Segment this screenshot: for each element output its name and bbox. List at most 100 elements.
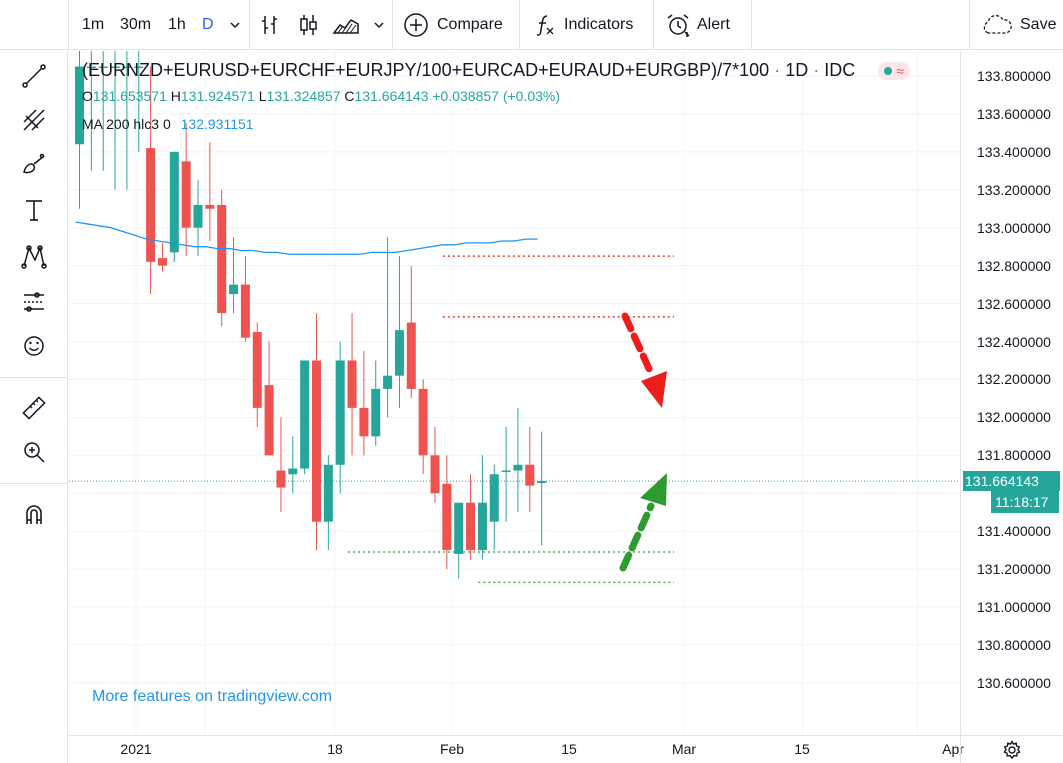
candle-body — [418, 388, 428, 456]
price-tick-label: 133.200000 — [977, 181, 1051, 198]
save-button[interactable]: Save — [980, 0, 1056, 50]
compare-button[interactable]: Compare — [403, 0, 503, 50]
pattern-icon — [21, 245, 47, 269]
price-tick-label: 132.400000 — [977, 333, 1051, 350]
close-key: C — [344, 88, 355, 104]
price-tick-label: 131.800000 — [977, 447, 1051, 464]
candle-body — [169, 151, 179, 253]
trend-line-icon — [22, 64, 46, 88]
pattern-tool[interactable] — [14, 238, 54, 274]
candle — [134, 51, 144, 152]
indicators-button[interactable]: Indicators — [533, 0, 633, 50]
candle — [240, 256, 250, 342]
time-tick-label: 18 — [327, 741, 343, 757]
toolbar-divider — [249, 0, 250, 50]
toolbar-divider — [969, 0, 970, 50]
bar-style-button[interactable] — [258, 0, 282, 50]
prediction-tool[interactable] — [14, 284, 54, 320]
left-toolbar-divider — [0, 377, 68, 378]
time-scale[interactable]: 2021 18 Feb 15 Mar 15 Apr — [69, 735, 964, 763]
measure-tool[interactable] — [14, 390, 54, 426]
candle — [430, 426, 440, 503]
candle — [489, 464, 499, 551]
price-tick-label: 133.800000 — [977, 68, 1051, 84]
alert-button[interactable]: Alert — [665, 0, 730, 50]
candles-style-button[interactable] — [296, 0, 320, 50]
interval-1m[interactable]: 1m — [82, 16, 105, 33]
candle-body — [394, 330, 404, 376]
last-price-badge: 131.664143 — [963, 471, 1060, 492]
ma-label: MA 200 hlc3 0 — [82, 116, 171, 132]
price-tick-label: 132.200000 — [977, 371, 1051, 388]
save-label: Save — [1020, 16, 1057, 33]
toolbar-divider — [653, 0, 654, 50]
legend-symbol[interactable]: (EURNZD+EURUSD+EURCHF+EURJPY/100+EURCAD+… — [82, 60, 770, 80]
annotation-arrows — [619, 312, 667, 572]
candle-body — [122, 66, 132, 69]
candle — [312, 313, 321, 551]
candle — [264, 341, 274, 456]
price-scale[interactable]: 133.800000 133.600000 133.400000 133.200000… — [960, 51, 1063, 735]
interval-dropdown[interactable] — [228, 0, 242, 50]
price-tick-label: 131.200000 — [977, 561, 1051, 578]
fib-tool[interactable] — [14, 102, 54, 138]
trend-line-tool[interactable] — [14, 58, 54, 94]
candle-body — [406, 322, 416, 389]
smiley-icon — [24, 336, 44, 356]
chart-style-dropdown[interactable] — [372, 0, 386, 50]
interval-1h[interactable]: 1h — [168, 16, 186, 33]
legend-ma-row[interactable]: MA 200 hlc3 0 132.931151 — [82, 116, 254, 132]
interval-d[interactable]: D — [202, 16, 214, 33]
open-key: O — [82, 88, 93, 104]
low-value: 131.324857 — [266, 88, 341, 104]
candle-body — [264, 385, 274, 456]
candle — [347, 313, 357, 456]
toolbar-divider — [751, 0, 752, 50]
candle-body — [477, 502, 487, 551]
legend-interval: 1D — [785, 60, 809, 80]
candle-body — [525, 464, 535, 486]
chart-settings-button[interactable] — [960, 735, 1063, 763]
left-toolbar-divider-2 — [0, 483, 68, 484]
candle — [193, 180, 203, 257]
candle-body — [537, 481, 547, 483]
price-tick-label: 132.000000 — [977, 409, 1051, 426]
brush-tool[interactable] — [14, 146, 54, 182]
indicators-label: Indicators — [564, 16, 634, 33]
candle-body — [335, 360, 345, 465]
candle-body — [312, 360, 321, 522]
candle-body — [300, 360, 310, 469]
candle-body — [181, 161, 191, 228]
text-tool[interactable] — [14, 192, 54, 228]
function-icon — [536, 15, 554, 36]
icons-tool[interactable] — [14, 328, 54, 364]
candle — [466, 474, 476, 560]
candles-icon — [300, 15, 317, 35]
candle — [98, 51, 108, 171]
price-chart[interactable] — [69, 51, 960, 735]
candle-body — [442, 483, 452, 551]
area-style-button[interactable] — [332, 0, 360, 50]
magnet-tool[interactable] — [14, 496, 54, 532]
legend-ohlc-row: O131.653571 H131.924571 L131.324857 C131… — [82, 88, 560, 104]
candle-body — [146, 148, 156, 262]
candle — [359, 350, 369, 456]
legend-title-row[interactable]: (EURNZD+EURUSD+EURCHF+EURJPY/100+EURCAD+… — [82, 60, 910, 81]
ma-200-line — [75, 221, 538, 255]
candle-body — [501, 470, 511, 472]
price-tick-label: 133.600000 — [977, 105, 1051, 122]
magnet-icon — [26, 505, 42, 524]
market-status-badge[interactable]: ≈ — [878, 62, 910, 81]
candle — [157, 242, 167, 272]
candle-body — [217, 204, 227, 314]
candle — [537, 431, 547, 546]
legend-exchange: IDC — [824, 60, 856, 80]
interval-30m[interactable]: 30m — [120, 16, 152, 33]
promo-link[interactable]: More features on tradingview.com — [92, 688, 333, 705]
cloud-icon — [983, 14, 1012, 34]
chart-pane[interactable]: More features on tradingview.com — [69, 51, 960, 735]
price-tick-label: 132.600000 — [977, 295, 1051, 312]
prediction-icon — [24, 292, 44, 312]
candle — [323, 455, 333, 551]
zoom-in-tool[interactable] — [14, 434, 54, 470]
